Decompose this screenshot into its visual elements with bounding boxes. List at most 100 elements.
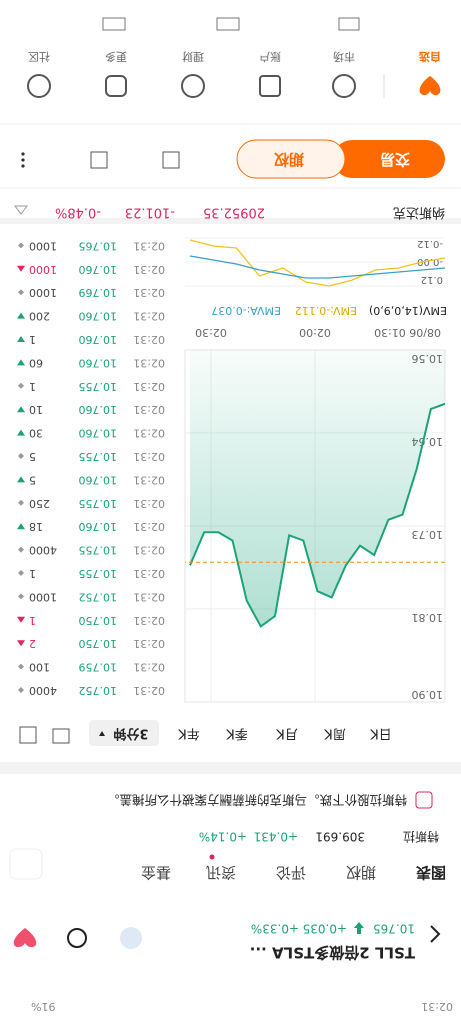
- timeframe[interactable]: 年K: [178, 726, 200, 741]
- nav-label[interactable]: 账户: [259, 50, 281, 64]
- trade-volume: 1: [29, 333, 36, 346]
- trade-time: 02:31: [133, 637, 165, 650]
- trade-price: 10.765: [79, 239, 118, 252]
- trade-price: 10.760: [79, 473, 118, 486]
- y-tick-label: 10.90: [412, 688, 444, 701]
- trade-direction: [17, 406, 25, 413]
- tab[interactable]: 期权: [346, 864, 376, 882]
- back-icon[interactable]: [430, 925, 441, 943]
- trade-time: 02:31: [133, 684, 165, 697]
- trade-time: 02:31: [133, 473, 165, 486]
- tool-icon[interactable]: [162, 151, 180, 169]
- option-label[interactable]: 期权: [273, 151, 304, 169]
- more-icon[interactable]: [21, 164, 25, 168]
- trade-direction: [18, 242, 24, 249]
- tab[interactable]: 图表: [415, 864, 446, 882]
- more-icon: [21, 158, 25, 162]
- grid-icon[interactable]: [19, 726, 37, 744]
- news-icon: [415, 791, 433, 809]
- trade-volume: 1: [29, 614, 36, 627]
- trade-direction: [17, 336, 25, 342]
- timeframe[interactable]: 季K: [226, 726, 248, 741]
- favorite-icon[interactable]: [13, 928, 37, 948]
- timeframe[interactable]: 周K: [324, 726, 346, 741]
- nav-label[interactable]: 自选: [419, 50, 441, 64]
- trade-price: 10.750: [79, 614, 118, 627]
- divider: [0, 762, 461, 774]
- trade-time: 02:31: [133, 450, 165, 463]
- trade-direction: [17, 616, 25, 623]
- trade-time: 02:31: [133, 286, 165, 299]
- tab[interactable]: 基金: [141, 864, 171, 882]
- trade-price: 10.759: [79, 661, 118, 674]
- stock-price: 10.765: [373, 922, 415, 936]
- timeframe[interactable]: 日K: [370, 726, 392, 741]
- trade-direction: [17, 265, 25, 272]
- trade-direction: [17, 476, 25, 483]
- trade-time: 02:31: [133, 661, 165, 674]
- trade-volume: 5: [29, 450, 36, 463]
- trade-time: 02:31: [133, 403, 165, 416]
- nav-label[interactable]: 理财: [182, 50, 204, 64]
- nav-label[interactable]: 社区: [28, 50, 50, 64]
- trade-volume: 1000: [29, 263, 57, 276]
- nav-icon[interactable]: [419, 76, 441, 96]
- trade-time: 02:31: [133, 333, 165, 346]
- stock-change: +0.035: [303, 922, 347, 936]
- trade-volume: 18: [29, 520, 43, 533]
- expand-icon[interactable]: [14, 205, 28, 215]
- nav-icon[interactable]: [105, 75, 127, 97]
- trade-time: 02:31: [133, 544, 165, 557]
- news-text[interactable]: 特斯拉股价下跌。马斯克的新薪酬方案被什么所掩盖。: [107, 793, 407, 808]
- nav-label[interactable]: 更多: [105, 50, 127, 64]
- nav-icon[interactable]: [181, 74, 205, 98]
- trade-volume: 5: [29, 473, 36, 486]
- trade-price: 10.760: [79, 427, 118, 440]
- trade-price: 10.760: [79, 403, 118, 416]
- x-tick-label: 08/06 01:30: [374, 326, 441, 339]
- tab[interactable]: 资讯: [206, 864, 236, 882]
- option-button[interactable]: [236, 139, 346, 179]
- nav-icon[interactable]: [332, 74, 356, 98]
- trade-volume: 2: [29, 637, 36, 650]
- index-change: -101.23: [125, 205, 175, 220]
- fullscreen-icon[interactable]: [9, 848, 43, 880]
- trade-volume: 200: [29, 310, 50, 323]
- trade-label[interactable]: 交易: [380, 151, 410, 169]
- index-name: 纳斯达克: [393, 205, 445, 220]
- dropdown[interactable]: [99, 731, 105, 736]
- divider: [0, 218, 461, 224]
- trade-price: 10.760: [79, 356, 118, 369]
- robot-icon[interactable]: [120, 927, 142, 949]
- tool-icon[interactable]: [90, 151, 108, 169]
- more-icon: [21, 152, 25, 156]
- trade-button[interactable]: [333, 140, 445, 178]
- tab[interactable]: 评论: [276, 864, 306, 882]
- index-value: 20952.35: [203, 205, 265, 220]
- nav-label[interactable]: 市场: [333, 50, 355, 64]
- y-tick-label: 10.81: [412, 611, 444, 624]
- trade-time: 02:31: [133, 380, 165, 393]
- trade-price: 10.755: [79, 544, 118, 557]
- indicator-icon[interactable]: [52, 728, 70, 744]
- y-tick-label: 10.73: [412, 528, 444, 541]
- timeframe[interactable]: 3分钟: [113, 726, 148, 742]
- trade-direction: [18, 570, 24, 576]
- trade-price: 10.760: [79, 310, 118, 323]
- search-icon[interactable]: [67, 928, 87, 948]
- nav-icon[interactable]: [259, 75, 281, 97]
- timeframe[interactable]: 月K: [276, 726, 298, 741]
- index-pct: -0.48%: [55, 205, 101, 220]
- nav-icon[interactable]: [27, 74, 51, 98]
- related-change: +0.431: [254, 830, 298, 844]
- trade-direction: [18, 593, 24, 600]
- emv-tick-label: -0.12: [417, 238, 443, 249]
- emv-tick-label: 0.12: [421, 274, 443, 285]
- trade-price: 10.769: [79, 286, 118, 299]
- trade-volume: 100: [29, 661, 50, 674]
- trade-volume: 4000: [29, 684, 57, 697]
- trade-price: 10.755: [79, 450, 118, 463]
- trade-price: 10.755: [79, 497, 118, 510]
- stock-pct: +0.33%: [251, 922, 299, 936]
